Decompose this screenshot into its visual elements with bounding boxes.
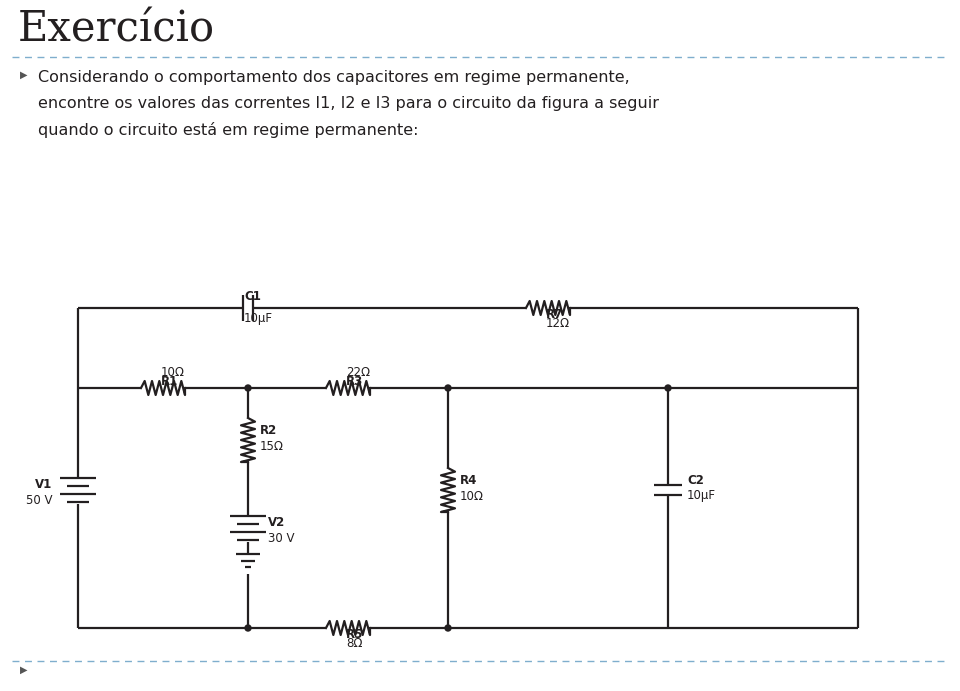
Text: ▶: ▶ [20,70,28,80]
Text: R5: R5 [346,628,364,641]
Circle shape [245,385,251,391]
Circle shape [665,385,671,391]
Text: Exercício: Exercício [18,8,215,50]
Text: Considerando o comportamento dos capacitores em regime permanente,: Considerando o comportamento dos capacit… [38,70,630,85]
Text: 50 V: 50 V [26,495,52,507]
Text: 22Ω: 22Ω [346,366,371,379]
Text: 10Ω: 10Ω [161,366,185,379]
Text: ▶: ▶ [20,665,28,675]
Circle shape [245,625,251,631]
Text: 8Ω: 8Ω [346,637,363,650]
Text: 10Ω: 10Ω [460,489,484,502]
Text: R3: R3 [346,375,363,388]
Text: R1: R1 [161,375,179,388]
Text: 10μF: 10μF [687,489,716,502]
Text: R4: R4 [460,473,477,486]
Text: C2: C2 [687,473,704,486]
Text: encontre os valores das correntes I1, I2 e I3 para o circuito da figura a seguir: encontre os valores das correntes I1, I2… [38,96,659,111]
Text: 30 V: 30 V [268,533,295,545]
Text: 12Ω: 12Ω [546,317,570,330]
Text: R2: R2 [260,424,277,437]
Circle shape [445,385,451,391]
Circle shape [445,625,451,631]
Text: V1: V1 [35,478,52,491]
Text: quando o circuito está em regime permanente:: quando o circuito está em regime permane… [38,122,419,138]
Text: 15Ω: 15Ω [260,439,284,453]
Text: V2: V2 [268,516,285,529]
Text: R7: R7 [546,308,564,321]
Text: C1: C1 [244,290,261,303]
Text: 10μF: 10μF [244,312,273,325]
